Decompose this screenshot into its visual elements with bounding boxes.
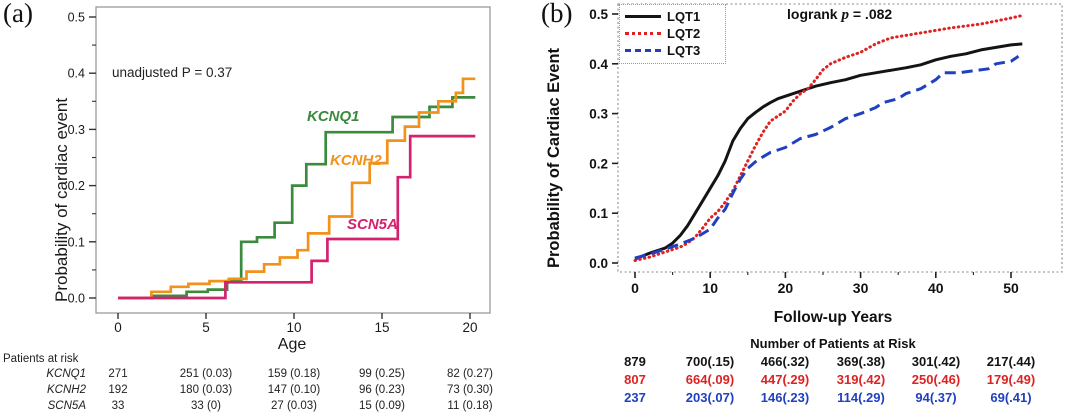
- legend-item-lqt1: LQT1: [625, 8, 721, 25]
- legend-item-lqt3: LQT3: [625, 42, 721, 59]
- risk-value-lqt2: 447(.29): [760, 372, 810, 387]
- x-tick-label: 50: [1003, 280, 1019, 296]
- y-tick-label: 0.3: [589, 107, 608, 122]
- panel-a-plot-border: [95, 6, 491, 314]
- x-tick-label: 30: [853, 280, 869, 296]
- panel-b-annotation: logrank p = .082: [787, 6, 892, 24]
- p-value-text: = .082: [852, 6, 893, 22]
- panel-b-chart: 0.0 0.1 0.2 0.3 0.4 0.5 0 10 20 30 40 50: [589, 3, 1063, 296]
- y-tick-label: 0.2: [589, 156, 608, 171]
- risk-value-lqt3: 114(.29): [837, 390, 885, 405]
- risk-value: 82 (0.27): [446, 368, 494, 380]
- panel-b-plot-border: [617, 3, 1063, 273]
- y-tick-label: 0.5: [68, 11, 85, 25]
- legend-label-lqt1: LQT1: [667, 9, 701, 24]
- risk-value-lqt3: 146(.23): [760, 390, 810, 405]
- y-tick-label: 0.1: [589, 206, 608, 221]
- risk-row-label-kcnh2: KCNH2: [47, 384, 86, 396]
- legend-label-lqt3: LQT3: [667, 43, 701, 58]
- scn5a-curve-label: SCN5A: [347, 216, 398, 233]
- y-tick-label: 0.4: [68, 67, 85, 81]
- risk-value: 180 (0.03): [179, 384, 233, 396]
- risk-value: 73 (0.30): [446, 384, 494, 396]
- risk-value: 96 (0.23): [358, 384, 406, 396]
- kcnq1-curve-label: KCNQ1: [307, 108, 360, 125]
- risk-value: 27 (0.03): [270, 400, 318, 412]
- panel-a-risk-header: Patients at risk: [3, 353, 79, 365]
- panel-a-annotation: unadjusted P = 0.37: [112, 65, 233, 80]
- lqt3-line-sample: [625, 49, 661, 52]
- kcnq1-curve: [118, 96, 476, 300]
- panel-a-letter: (a): [3, 0, 33, 28]
- y-tick-label: 0.0: [68, 292, 85, 306]
- risk-value: 271: [108, 368, 128, 380]
- x-tick-label: 20: [462, 320, 477, 335]
- risk-value: 147 (0.10): [267, 384, 321, 396]
- y-tick-label: 0.5: [589, 7, 608, 22]
- x-tick-label: 40: [928, 280, 944, 296]
- risk-value: 159 (0.18): [267, 368, 321, 380]
- risk-value-lqt1: 217(.44): [986, 354, 1036, 369]
- risk-value: 251 (0.03): [179, 368, 233, 380]
- y-tick-label: 0.4: [589, 57, 608, 72]
- risk-value-lqt2: 807: [624, 372, 646, 387]
- lqt1-line-sample: [625, 15, 661, 18]
- x-tick-label: 5: [202, 320, 210, 335]
- panel-a: (a) Probability of cardiac event 0.0 0.1 0…: [3, 0, 494, 412]
- kcnh2-curve-label: KCNH2: [330, 152, 382, 169]
- risk-value-lqt1: 369(.38): [836, 354, 886, 369]
- risk-value-lqt3: 237: [624, 390, 646, 405]
- x-tick-label: 10: [702, 280, 718, 296]
- risk-value: 33: [111, 400, 125, 412]
- panel-b-x-axis-label: Follow-up Years: [773, 309, 893, 326]
- panel-b: (b) Probability of Cardiac Event 0.0 0.1 0…: [533, 0, 1066, 417]
- x-tick-label: 15: [374, 320, 389, 335]
- risk-value: 11 (0.18): [447, 400, 493, 412]
- risk-row-label-scn5a: SCN5A: [47, 400, 86, 412]
- risk-value-lqt1: 301(.42): [911, 354, 961, 369]
- kcnh2-curve: [118, 77, 476, 300]
- risk-value-lqt2: 664(.09): [685, 372, 735, 387]
- legend: LQT1 LQT2 LQT3: [619, 4, 726, 64]
- y-tick-label: 0.2: [68, 179, 85, 193]
- panel-a-chart: 0.0 0.1 0.2 0.3 0.4 0.5 0 5 10 15 20: [68, 6, 491, 335]
- risk-value-lqt1: 700(.15): [685, 354, 735, 369]
- logrank-text: logrank: [787, 6, 838, 22]
- risk-value-lqt3: 94(.37): [915, 390, 957, 405]
- scn5a-curve: [118, 134, 476, 300]
- x-tick-label: 20: [778, 280, 794, 296]
- risk-value-lqt1: 879: [624, 354, 646, 369]
- risk-value: 33 (0): [190, 400, 222, 412]
- lqt2-line-sample: [625, 32, 661, 35]
- panel-b-risk-header: Number of Patients at Risk: [750, 336, 916, 351]
- y-tick-label: 0.1: [68, 235, 85, 249]
- x-tick-label: 0: [631, 280, 639, 296]
- panel-b-letter: (b): [541, 0, 573, 28]
- legend-item-lqt2: LQT2: [625, 25, 721, 42]
- risk-value-lqt2: 250(.46): [911, 372, 961, 387]
- lqt3-curve: [634, 55, 1020, 260]
- risk-value-lqt3: 69(.41): [990, 390, 1032, 405]
- panel-a-x-axis-label: Age: [277, 336, 307, 353]
- x-tick-label: 10: [286, 320, 301, 335]
- risk-value-lqt2: 319(.42): [836, 372, 886, 387]
- y-tick-label: 0.0: [589, 256, 608, 271]
- risk-value: 99 (0.25): [358, 368, 406, 380]
- risk-value-lqt1: 466(.32): [760, 354, 810, 369]
- lqt1-curve: [634, 42, 1023, 261]
- x-tick-label: 0: [114, 320, 122, 335]
- lqt2-curve: [633, 14, 1024, 262]
- risk-value-lqt3: 203(.07): [685, 390, 735, 405]
- risk-value: 15 (0.09): [358, 400, 406, 412]
- y-tick-label: 0.3: [68, 123, 85, 137]
- risk-row-label-kcnq1: KCNQ1: [46, 368, 86, 380]
- legend-label-lqt2: LQT2: [667, 26, 701, 41]
- risk-value: 192: [108, 384, 128, 396]
- risk-value-lqt2: 179(.49): [986, 372, 1036, 387]
- p-symbol: p: [841, 7, 849, 23]
